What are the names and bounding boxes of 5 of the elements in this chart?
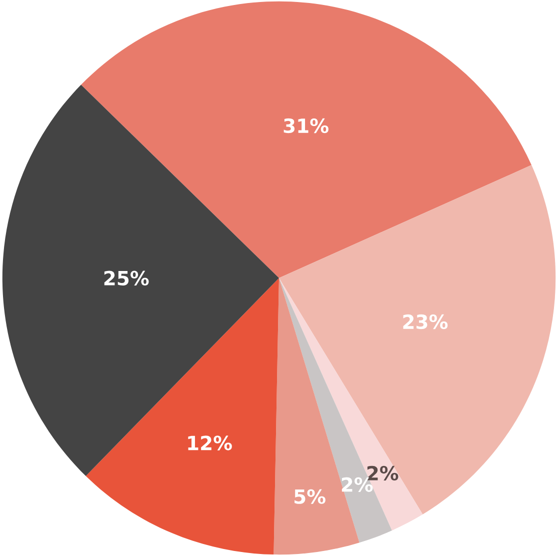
data-label: 31% [284,118,328,134]
data-label: 23% [403,314,448,330]
data-label: 5% [294,489,326,504]
data-label: 12% [188,436,232,450]
data-label: 25% [104,270,149,286]
